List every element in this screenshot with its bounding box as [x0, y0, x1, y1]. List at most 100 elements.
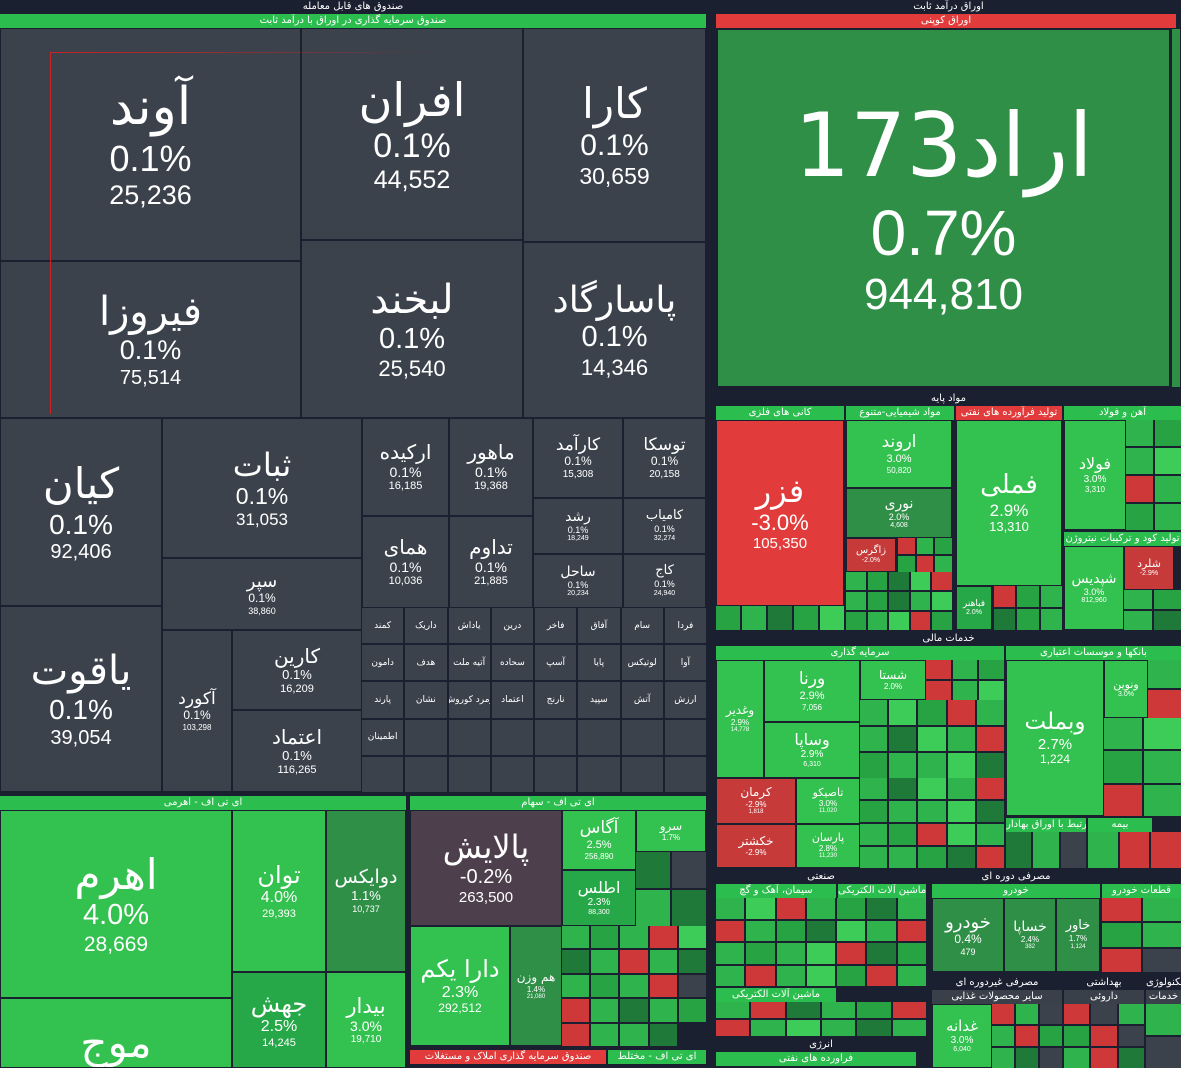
- fund-cell[interactable]: اطمینان: [362, 719, 404, 755]
- stock-cell[interactable]: [897, 920, 926, 941]
- stock-cell[interactable]: [751, 1002, 785, 1018]
- tile-shalard[interactable]: شلرد -2.9%: [1124, 546, 1174, 590]
- fund-cell[interactable]: [578, 719, 620, 755]
- fund-cell[interactable]: سحاده: [491, 645, 533, 681]
- stock-cell[interactable]: [1126, 420, 1153, 446]
- stock-cell[interactable]: [860, 801, 888, 822]
- stock-cell[interactable]: [837, 898, 866, 919]
- stock-cell[interactable]: [1064, 1004, 1090, 1024]
- chemicals-header[interactable]: مواد شیمیایی-متنوع: [846, 406, 954, 420]
- stock-cell[interactable]: [867, 612, 888, 630]
- stock-cell[interactable]: [916, 556, 934, 572]
- tile-bidar[interactable]: بیدار 3.0% 19,710: [326, 972, 406, 1068]
- stock-cell[interactable]: [1040, 1048, 1062, 1068]
- fund-cell[interactable]: آتیه ملت: [448, 645, 490, 681]
- stock-cell[interactable]: [1153, 590, 1181, 609]
- tile-pasargad[interactable]: پاسارگاد 0.1% 14,346: [523, 242, 706, 418]
- metal-ores-header[interactable]: کانی های فلزی: [716, 406, 844, 420]
- fund-cell[interactable]: پایا: [578, 645, 620, 681]
- stock-cell[interactable]: [1126, 476, 1153, 502]
- fund-cell[interactable]: [362, 756, 404, 792]
- stock-cell[interactable]: [716, 920, 745, 941]
- tile-ahrom[interactable]: اهرم 4.0% 28,669: [0, 810, 232, 998]
- stock-cell[interactable]: [562, 1023, 590, 1046]
- stock-cell[interactable]: [918, 824, 946, 845]
- stock-cell[interactable]: [716, 1002, 750, 1018]
- stock-cell[interactable]: [1006, 832, 1032, 868]
- stock-cell[interactable]: [867, 592, 888, 610]
- oil-refining-header[interactable]: فراورده های نفتی: [716, 1052, 916, 1066]
- stock-cell[interactable]: [918, 700, 946, 725]
- stock-cell[interactable]: [1148, 660, 1181, 688]
- tile-roshd[interactable]: رشد 0.1% 18,249: [533, 498, 623, 554]
- tile-karin[interactable]: کارین 0.1% 16,209: [232, 630, 362, 710]
- stock-cell[interactable]: [1118, 1026, 1144, 1046]
- stock-cell[interactable]: [1146, 1037, 1181, 1068]
- tile-khodro[interactable]: خودرو 0.4% 479: [932, 898, 1004, 972]
- fund-cell[interactable]: یاداش: [448, 608, 490, 644]
- stock-cell[interactable]: [976, 753, 1004, 778]
- stock-cell[interactable]: [776, 943, 805, 964]
- fund-cell[interactable]: فردا: [664, 608, 706, 644]
- fund-cell[interactable]: [491, 719, 533, 755]
- stock-cell[interactable]: [1033, 832, 1059, 868]
- stock-cell[interactable]: [591, 1023, 619, 1046]
- stock-cell[interactable]: [636, 890, 670, 926]
- stock-cell[interactable]: [1151, 832, 1181, 868]
- stock-cell[interactable]: [1118, 1048, 1144, 1068]
- fund-cell[interactable]: پارند: [362, 682, 404, 718]
- stock-cell[interactable]: [1154, 476, 1181, 502]
- stock-cell[interactable]: [1126, 448, 1153, 474]
- fund-cell[interactable]: [578, 756, 620, 792]
- stock-cell[interactable]: [916, 538, 934, 554]
- stock-cell[interactable]: [976, 726, 1004, 752]
- stock-cell[interactable]: [910, 572, 931, 590]
- tile-vabemellat[interactable]: وبملت 2.7% 1,224: [1006, 660, 1104, 816]
- fund-cell[interactable]: دامون: [362, 645, 404, 681]
- tile-firuza[interactable]: فیروزا 0.1% 75,514: [0, 261, 301, 418]
- stock-cell[interactable]: [678, 950, 706, 973]
- tile-sabat[interactable]: ثبات 0.1% 31,053: [162, 418, 362, 558]
- stock-cell[interactable]: [1064, 1026, 1090, 1046]
- stock-cell[interactable]: [1143, 751, 1181, 783]
- stock-cell[interactable]: [918, 778, 946, 799]
- stock-cell[interactable]: [976, 801, 1004, 822]
- oil-products-header[interactable]: تولید فرآورده های نفتی: [956, 406, 1062, 420]
- stock-cell[interactable]: [992, 1026, 1014, 1046]
- fund-cell[interactable]: آسپ: [535, 645, 577, 681]
- fund-cell[interactable]: [535, 756, 577, 792]
- stock-cell[interactable]: [892, 1020, 926, 1036]
- stock-cell[interactable]: [591, 926, 619, 949]
- stock-cell[interactable]: [620, 999, 648, 1022]
- stock-cell[interactable]: [1124, 590, 1152, 609]
- fund-cell[interactable]: [664, 719, 706, 755]
- stock-cell[interactable]: [1102, 923, 1141, 947]
- stock-cell[interactable]: [932, 572, 952, 590]
- fund-cell[interactable]: داریک: [405, 608, 447, 644]
- parts-header[interactable]: قطعات خودرو: [1102, 884, 1181, 898]
- stock-cell[interactable]: [918, 847, 946, 868]
- stock-cell[interactable]: [1040, 586, 1062, 607]
- fertilizer-header[interactable]: تولید کود و ترکیبات نیتروژن: [1064, 532, 1181, 546]
- stock-cell[interactable]: [992, 1048, 1014, 1068]
- stock-cell[interactable]: [1104, 784, 1142, 816]
- stock-cell[interactable]: [897, 965, 926, 986]
- stock-cell[interactable]: [1118, 1004, 1144, 1024]
- tile-tasico[interactable]: تاصیکو 3.0% 11,020: [796, 778, 860, 824]
- stock-cell[interactable]: [837, 943, 866, 964]
- stock-cell[interactable]: [1154, 504, 1181, 530]
- stock-cell[interactable]: [786, 1020, 820, 1036]
- stock-cell[interactable]: [1091, 1004, 1117, 1024]
- fund-cell[interactable]: [535, 719, 577, 755]
- stock-cell[interactable]: [1143, 718, 1181, 750]
- stock-cell[interactable]: [898, 556, 915, 572]
- stock-cell[interactable]: [897, 943, 926, 964]
- fund-cell[interactable]: سپید: [578, 682, 620, 718]
- stock-cell[interactable]: [821, 1002, 856, 1018]
- stock-cell[interactable]: [821, 1020, 856, 1036]
- tile-kerman[interactable]: کرمان -2.9% 1,818: [716, 778, 796, 824]
- tile-separ[interactable]: سپر 0.1% 38,860: [162, 558, 362, 630]
- stock-cell[interactable]: [1064, 1048, 1090, 1068]
- stock-cell[interactable]: [935, 538, 952, 554]
- stock-cell[interactable]: [1102, 898, 1141, 922]
